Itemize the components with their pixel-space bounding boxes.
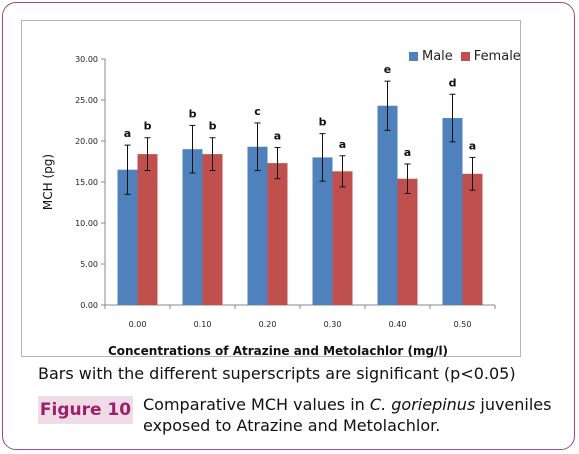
significance-letter: a bbox=[274, 130, 281, 143]
significance-letter: e bbox=[384, 63, 391, 76]
y-tick-label: 0.00 bbox=[80, 301, 98, 310]
significance-letter: b bbox=[209, 120, 217, 133]
x-axis-title: Concentrations of Atrazine and Metolachl… bbox=[108, 344, 448, 358]
figure-label: Figure 10 bbox=[38, 396, 133, 424]
bar-female bbox=[267, 163, 288, 305]
significance-letter: a bbox=[124, 127, 131, 140]
bar-chart: 0.00 5.00 10.00 15.00 20.00 25.00 30.00 MCH (pg… bbox=[41, 55, 496, 358]
figure-frame bbox=[2, 2, 575, 450]
y-tick-label: 15.00 bbox=[75, 178, 98, 187]
bar-female bbox=[462, 173, 483, 305]
y-tick-label: 30.00 bbox=[75, 55, 98, 64]
bar-female bbox=[332, 171, 353, 305]
bar-male bbox=[442, 118, 463, 305]
significance-note: Bars with the different superscripts are… bbox=[38, 364, 516, 383]
chart-legend: Male Female bbox=[409, 49, 529, 64]
caption-text-start: Comparative MCH values in bbox=[143, 395, 370, 414]
significance-letter: b bbox=[144, 120, 152, 133]
legend-swatch-female bbox=[460, 52, 470, 61]
legend-item-female: Female bbox=[460, 49, 521, 64]
bar-male bbox=[312, 157, 333, 305]
significance-letter: b bbox=[319, 116, 327, 129]
x-tick-label: 0.50 bbox=[454, 320, 472, 329]
y-tick-label: 5.00 bbox=[80, 260, 98, 269]
x-tick-label: 0.40 bbox=[389, 320, 407, 329]
x-tick-label: 0.00 bbox=[129, 320, 147, 329]
significance-letter: a bbox=[404, 146, 411, 159]
bar-female bbox=[202, 154, 223, 305]
legend-swatch-male bbox=[409, 52, 418, 61]
y-axis-title: MCH (pg) bbox=[41, 154, 55, 210]
legend-label-female: Female bbox=[473, 49, 521, 64]
x-tick-label: 0.20 bbox=[259, 320, 277, 329]
caption-species: C. goriepinus bbox=[369, 395, 476, 414]
significance-letter: a bbox=[339, 138, 346, 151]
x-tick-label: 0.10 bbox=[194, 320, 212, 329]
bar-male bbox=[182, 149, 203, 305]
legend-item-male: Male bbox=[409, 49, 453, 64]
figure-caption: Comparative MCH values in C. goriepinus … bbox=[143, 394, 563, 436]
caption-text-end: juveniles exposed to Atrazine and Metola… bbox=[143, 395, 552, 435]
legend-label-male: Male bbox=[422, 49, 453, 64]
bar-female bbox=[137, 154, 158, 305]
bar-male bbox=[117, 169, 138, 305]
x-tick-label: 0.30 bbox=[324, 320, 342, 329]
bar-male bbox=[377, 105, 398, 306]
significance-letter: a bbox=[469, 139, 476, 152]
significance-letter: c bbox=[254, 105, 261, 118]
y-tick-label: 20.00 bbox=[75, 137, 98, 146]
significance-letter: d bbox=[449, 76, 457, 89]
bar-male bbox=[247, 146, 268, 305]
y-tick-label: 25.00 bbox=[75, 96, 98, 105]
significance-letter: b bbox=[189, 107, 197, 120]
bar-female bbox=[397, 178, 418, 305]
y-tick-label: 10.00 bbox=[75, 219, 98, 228]
